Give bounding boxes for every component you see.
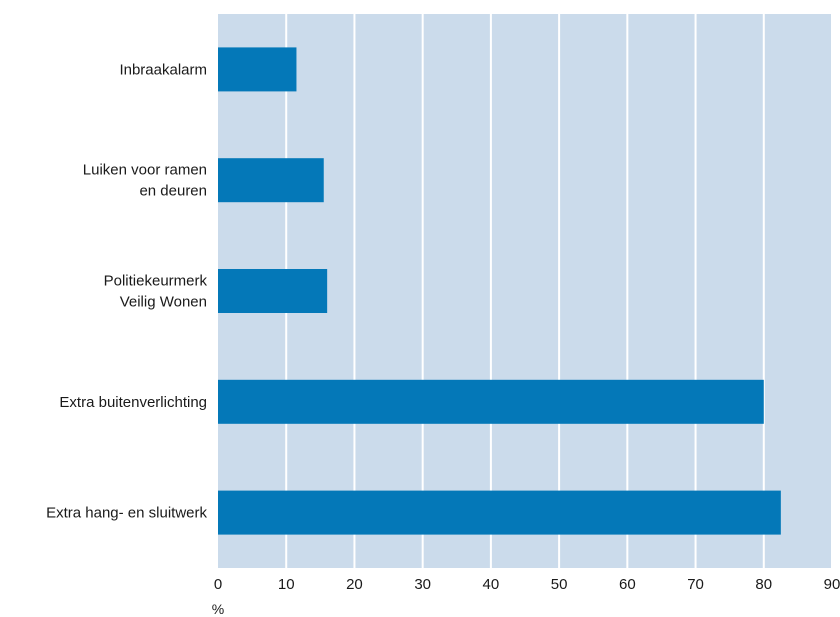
category-label-line: Veilig Wonen xyxy=(120,294,207,311)
category-label-2: Politiekeurmerk Veilig Wonen xyxy=(104,273,208,311)
x-tick-label-90: 90 xyxy=(824,576,840,593)
x-axis-unit-label: % xyxy=(212,601,224,617)
category-label-line: Extra hang- en sluitwerk xyxy=(46,505,207,522)
x-tick-label-10: 10 xyxy=(278,576,295,593)
category-label-line: Politiekeurmerk xyxy=(104,273,208,290)
bars xyxy=(218,47,781,535)
x-tick-label-30: 30 xyxy=(414,576,431,593)
category-label-0: Inbraakalarm xyxy=(119,61,207,78)
bar-1 xyxy=(218,158,324,203)
x-axis-tick-labels: 0 10 20 30 40 50 60 70 80 90 xyxy=(214,576,840,593)
x-tick-label-70: 70 xyxy=(687,576,704,593)
gridlines xyxy=(285,14,833,568)
x-tick-label-60: 60 xyxy=(619,576,636,593)
category-label-line: Inbraakalarm xyxy=(119,61,207,78)
category-label-line: Luiken voor ramen xyxy=(83,162,207,179)
category-label-4: Extra hang- en sluitwerk xyxy=(46,505,207,522)
category-label-line: Extra buitenverlichting xyxy=(59,394,207,411)
bar-2 xyxy=(218,269,328,313)
bar-4 xyxy=(218,490,781,535)
category-labels: Inbraakalarm Luiken voor ramen en deuren Po… xyxy=(46,61,207,521)
category-label-1: Luiken voor ramen en deuren xyxy=(83,162,207,200)
category-label-3: Extra buitenverlichting xyxy=(59,394,207,411)
x-tick-label-40: 40 xyxy=(483,576,500,593)
x-tick-label-50: 50 xyxy=(551,576,568,593)
bar-0 xyxy=(218,47,297,92)
category-label-line: en deuren xyxy=(139,183,207,200)
x-tick-label-0: 0 xyxy=(214,576,222,593)
x-tick-label-20: 20 xyxy=(346,576,363,593)
bar-3 xyxy=(218,379,764,424)
x-tick-label-80: 80 xyxy=(755,576,772,593)
